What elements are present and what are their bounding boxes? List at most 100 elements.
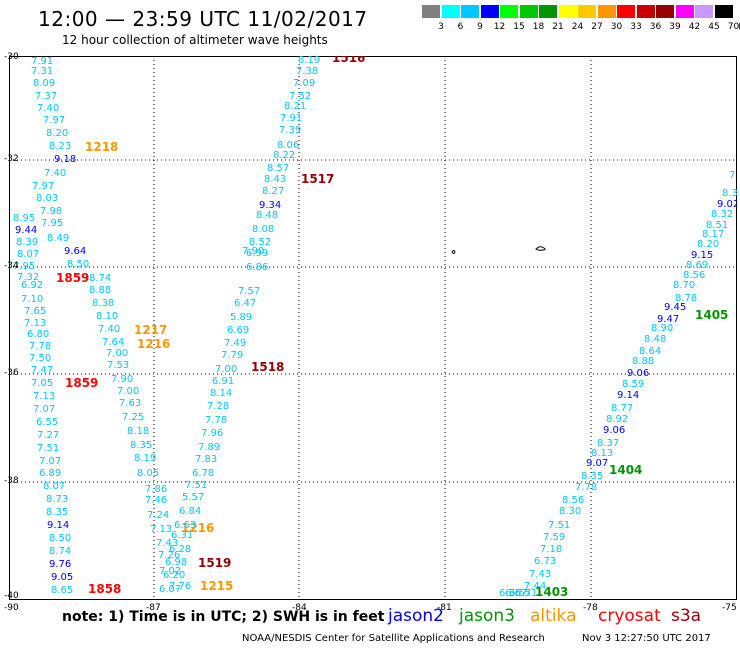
wave-height-value: 7.65	[24, 306, 46, 317]
wave-height-value: 8.74	[49, 546, 71, 557]
legend-label: 45	[708, 22, 720, 32]
wave-height-value: 6.67	[505, 588, 527, 599]
legend-label: 21	[552, 22, 564, 32]
satellite-label-cryosat: cryosat	[598, 606, 661, 626]
wave-height-value: 6.91	[212, 376, 234, 387]
wave-height-value: 6.31	[171, 530, 193, 541]
legend-label: 12	[493, 22, 506, 32]
wave-height-value: 8.78	[675, 293, 697, 304]
wave-height-value: 8.08	[252, 224, 274, 235]
wave-height-value: 7.18	[540, 544, 562, 555]
wave-height-value: 8.73	[46, 494, 68, 505]
wave-height-value: 6.92	[21, 280, 43, 291]
wave-height-value: 6.80	[27, 329, 49, 340]
wave-height-value: 7.51	[548, 520, 570, 531]
wave-height-value: 7.10	[21, 294, 43, 305]
wave-height-value: 8.22	[273, 150, 295, 161]
wave-height-value: 6.63	[174, 520, 196, 531]
credit-text: NOAA/NESDIS Center for Satellite Applica…	[242, 633, 545, 644]
wave-height-value: 7.40	[98, 324, 120, 335]
time-label: 1518	[251, 360, 284, 374]
wave-height-value: 7.76	[169, 581, 191, 592]
wave-height-value: 6.57	[509, 588, 531, 599]
latitude-label: -40	[4, 591, 19, 601]
wave-height-value: 7.40	[44, 168, 66, 179]
wave-height-value: 7.26	[158, 550, 180, 561]
wave-height-value: 7.32	[17, 272, 39, 283]
wave-height-value: 7.40	[37, 103, 59, 114]
wave-height-value: 6.73	[534, 556, 556, 567]
legend-swatch	[617, 5, 635, 18]
wave-height-value: 7.79	[221, 350, 243, 361]
wave-height-value: 8.19	[134, 453, 156, 464]
wave-height-value: 7.13	[24, 318, 46, 329]
wave-height-value: 8.10	[96, 311, 118, 322]
wave-height-value: 7.37	[35, 91, 57, 102]
wave-height-value: 7.51	[185, 480, 207, 491]
legend-swatch	[422, 5, 440, 18]
longitude-label: -75	[722, 603, 737, 613]
wave-height-value: 7.90	[242, 246, 264, 257]
wave-height-value: 6.99	[246, 248, 268, 259]
wave-height-value: 7.27	[37, 430, 59, 441]
wave-height-value: 8.21	[284, 101, 306, 112]
wave-height-value: 8.50	[67, 259, 89, 270]
legend-label: 3	[438, 22, 444, 32]
wave-height-value: 7.51	[37, 443, 59, 454]
wave-height-value: 7.00	[215, 364, 237, 375]
wave-height-value: 9.02	[717, 199, 737, 210]
legend-label: 39	[669, 22, 681, 32]
legend-swatch	[480, 5, 499, 18]
wave-height-value: 8.43	[264, 174, 286, 185]
longitude-label: -87	[146, 603, 161, 613]
wave-height-value: 6.28	[169, 544, 191, 555]
wave-height-value: 8.20	[46, 128, 68, 139]
wave-height-value: 6.86	[246, 262, 268, 273]
wave-height-value: 8.30	[559, 506, 581, 517]
wave-height-value: 7.13	[33, 391, 55, 402]
legend-swatch	[500, 5, 518, 18]
wave-height-value: 7.00	[106, 348, 128, 359]
wave-height-value: 8.70	[673, 280, 695, 291]
latitude-label: -32	[4, 154, 19, 164]
time-label: 1859	[56, 271, 89, 285]
wave-height-value: 8.59	[622, 379, 644, 390]
longitude-label: -84	[292, 603, 307, 613]
legend-unit: (ft)	[738, 22, 740, 32]
wave-height-value: 8.09	[33, 78, 55, 89]
island-shape	[451, 250, 456, 254]
wave-height-value: 9.44	[15, 225, 37, 236]
wave-height-value: 7.89	[198, 442, 220, 453]
wave-height-value: 6.35	[499, 588, 521, 599]
wave-height-value: 8.48	[644, 334, 666, 345]
wave-height-value: 8.18	[127, 426, 149, 437]
wave-height-value: 7.63	[119, 398, 141, 409]
wave-height-value: 6.98	[165, 557, 187, 568]
wave-height-value: 8.51	[706, 220, 728, 231]
wave-height-value: 7.98	[40, 206, 62, 217]
wave-height-value: 8.20	[697, 239, 719, 250]
wave-height-value: 7.24	[147, 510, 169, 521]
legend-swatch	[558, 5, 577, 18]
wave-height-value: 7.07	[33, 404, 55, 415]
wave-height-value: 7.90	[111, 374, 133, 385]
time-label: 1216	[181, 521, 214, 535]
wave-height-value: 8.64	[639, 346, 661, 357]
time-label: 1519	[198, 556, 231, 570]
wave-height-value: 8.23	[49, 141, 71, 152]
wave-height-value: 8.88	[89, 285, 111, 296]
satellite-label-jason2: jason2	[388, 606, 444, 626]
wave-height-value: 9.64	[64, 246, 86, 257]
wave-height-value: 8.49	[47, 233, 69, 244]
footer-note: note: 1) Time is in UTC; 2) SWH is in fe…	[62, 609, 385, 625]
legend-swatch	[656, 5, 674, 18]
wave-height-value: 8.35	[46, 507, 68, 518]
legend-swatch	[675, 5, 694, 18]
wave-height-value: 7.31	[31, 66, 53, 77]
wave-height-value: 7.50	[29, 353, 51, 364]
wave-height-value: 7.59	[543, 532, 565, 543]
wave-height-value: 8.03	[36, 193, 58, 204]
wave-height-value: 8.35	[581, 471, 603, 482]
legend-label: 9	[477, 22, 483, 32]
